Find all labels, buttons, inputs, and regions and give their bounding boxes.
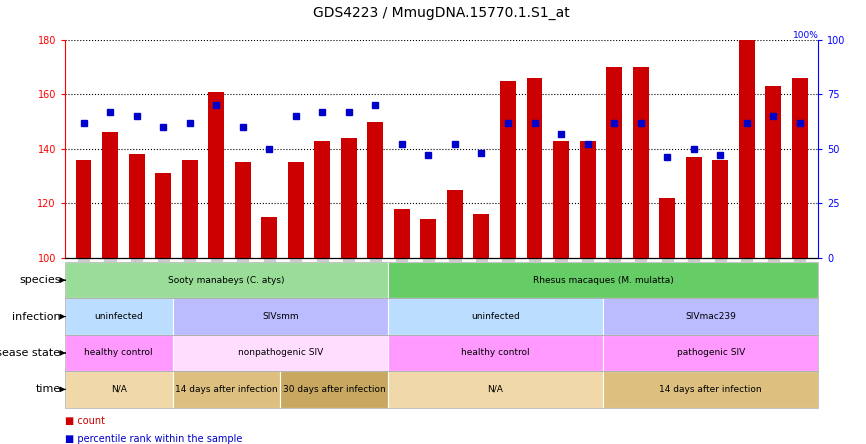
Bar [766, 86, 781, 258]
Bar [659, 198, 675, 258]
Bar [420, 219, 436, 258]
Bar [633, 67, 649, 258]
Text: 30 days after infection: 30 days after infection [282, 385, 385, 394]
Bar [606, 67, 622, 258]
Bar [235, 163, 250, 258]
Bar [341, 138, 357, 258]
Bar [739, 40, 754, 258]
Bar [367, 122, 384, 258]
Text: 14 days after infection: 14 days after infection [659, 385, 762, 394]
Bar [712, 160, 728, 258]
Bar [102, 132, 118, 258]
Bar [288, 163, 304, 258]
Text: healthy control: healthy control [85, 349, 153, 357]
Text: healthy control: healthy control [462, 349, 530, 357]
Bar [792, 78, 808, 258]
Bar [527, 78, 542, 258]
Bar [314, 141, 330, 258]
Text: infection: infection [12, 312, 61, 321]
Text: time: time [36, 385, 61, 394]
Text: Sooty manabeys (C. atys): Sooty manabeys (C. atys) [168, 276, 285, 285]
Bar [129, 154, 145, 258]
Bar [686, 157, 701, 258]
Text: 14 days after infection: 14 days after infection [175, 385, 278, 394]
Bar [208, 91, 224, 258]
Bar [500, 81, 516, 258]
Text: pathogenic SIV: pathogenic SIV [676, 349, 745, 357]
Text: SIVmac239: SIVmac239 [685, 312, 736, 321]
Text: Rhesus macaques (M. mulatta): Rhesus macaques (M. mulatta) [533, 276, 674, 285]
Text: disease state: disease state [0, 348, 61, 358]
Bar [579, 141, 596, 258]
Bar [155, 173, 171, 258]
Bar [394, 209, 410, 258]
Bar [75, 160, 92, 258]
Text: species: species [19, 275, 61, 285]
Text: uninfected: uninfected [94, 312, 143, 321]
Bar [474, 214, 489, 258]
Bar [553, 141, 569, 258]
Text: nonpathogenic SIV: nonpathogenic SIV [237, 349, 323, 357]
Bar [447, 190, 463, 258]
Text: 100%: 100% [792, 31, 818, 40]
Text: ■ percentile rank within the sample: ■ percentile rank within the sample [65, 434, 242, 444]
Text: GDS4223 / MmugDNA.15770.1.S1_at: GDS4223 / MmugDNA.15770.1.S1_at [313, 6, 570, 20]
Bar [182, 160, 197, 258]
Text: ■ count: ■ count [65, 416, 105, 427]
Text: uninfected: uninfected [471, 312, 520, 321]
Text: N/A: N/A [488, 385, 503, 394]
Text: SIVsmm: SIVsmm [262, 312, 299, 321]
Text: N/A: N/A [111, 385, 126, 394]
Bar [262, 217, 277, 258]
